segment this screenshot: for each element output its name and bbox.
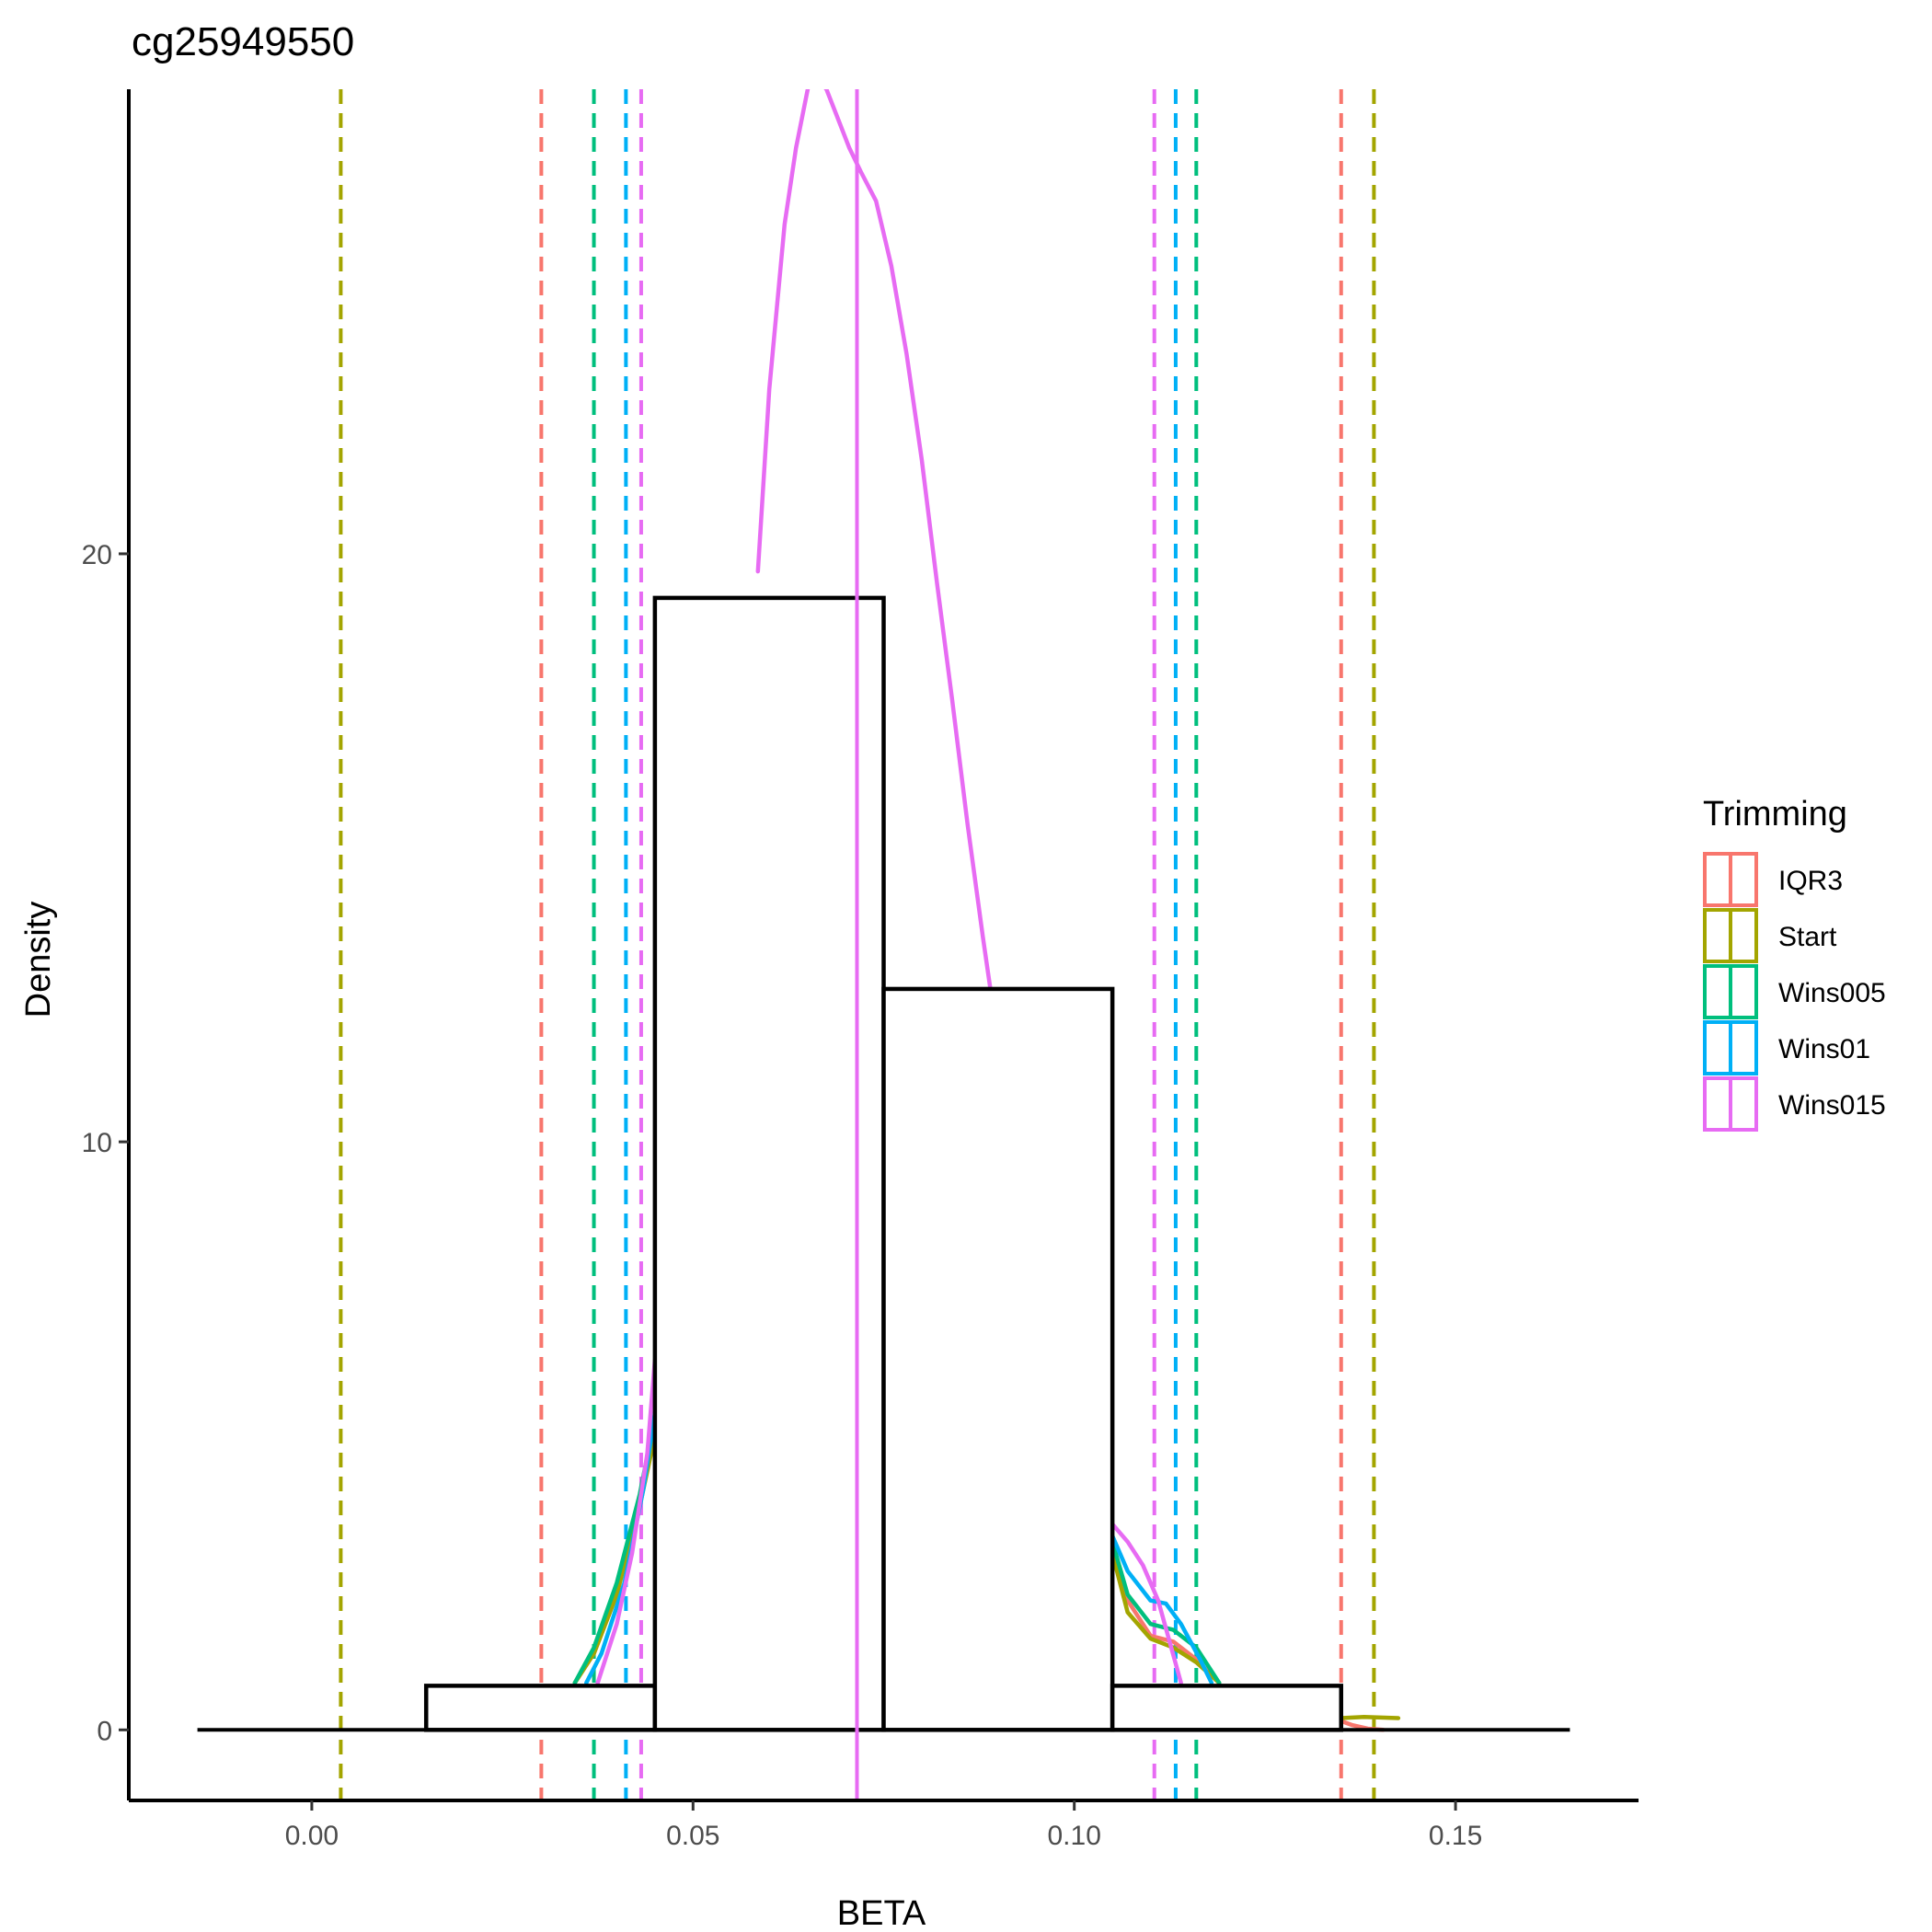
legend-key-iqr3 — [1703, 852, 1758, 907]
chart-title: cg25949550 — [132, 19, 354, 64]
density-curve-wins015-2 — [755, 89, 993, 992]
legend-key-wins005 — [1703, 964, 1758, 1019]
x-axis-label: BETA — [837, 1894, 926, 1932]
legend-label: Wins01 — [1778, 1034, 1870, 1064]
density-curve-start-3 — [1339, 1714, 1401, 1720]
legend-label: Start — [1778, 922, 1837, 952]
legend-key-wins01 — [1703, 1020, 1758, 1075]
y-tick-label: 10 — [82, 1128, 112, 1158]
x-tick-label: 0.05 — [666, 1821, 719, 1851]
legend-key-start — [1703, 908, 1758, 963]
density-curve-start-2 — [1110, 1551, 1222, 1685]
density-curve-wins01-2 — [1110, 1534, 1214, 1685]
histogram-bar-2 — [652, 595, 886, 1732]
legend-key-wins015 — [1703, 1076, 1758, 1132]
y-axis-label: Density — [19, 902, 58, 1018]
histogram-bar-3 — [881, 986, 1115, 1732]
histogram-bar-1 — [423, 1684, 658, 1732]
legend-title: Trimming — [1703, 795, 1847, 834]
y-tick-label: 0 — [97, 1716, 112, 1746]
legend-label: Wins015 — [1778, 1090, 1886, 1121]
density-curve-wins015-1 — [595, 1357, 658, 1685]
y-tick-label: 20 — [82, 540, 112, 570]
x-tick-label: 0.10 — [1048, 1821, 1101, 1851]
legend-label: Wins005 — [1778, 978, 1886, 1008]
density-curve-wins015-3 — [1110, 1522, 1183, 1685]
legend-label: IQR3 — [1778, 866, 1843, 896]
density-curve-wins005-2 — [1110, 1539, 1222, 1685]
x-tick-label: 0.00 — [285, 1821, 339, 1851]
histogram-bar-4 — [1110, 1684, 1344, 1732]
legend: Trimming IQR3 Start Wins005 Wins01 Wins015 — [1703, 795, 1886, 1132]
x-tick-label: 0.15 — [1429, 1821, 1482, 1851]
